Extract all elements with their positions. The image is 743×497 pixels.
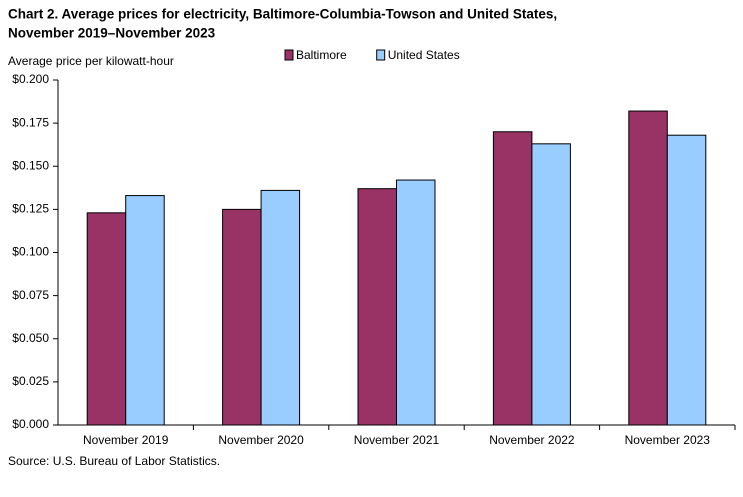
y-axis-label: Average price per kilowatt-hour bbox=[8, 54, 174, 68]
bar bbox=[357, 188, 397, 426]
legend-swatch bbox=[284, 49, 294, 61]
bar bbox=[222, 208, 262, 426]
x-tick-label: November 2020 bbox=[218, 433, 304, 447]
bar bbox=[531, 143, 571, 426]
legend-label: Baltimore bbox=[296, 48, 347, 62]
y-tick-label: $0.000 bbox=[12, 417, 49, 431]
bar bbox=[86, 212, 127, 426]
bar bbox=[492, 131, 533, 426]
legend-swatch bbox=[376, 49, 386, 61]
x-tick-label: November 2021 bbox=[354, 433, 440, 447]
y-tick-label: $0.050 bbox=[12, 331, 49, 345]
y-tick-label: $0.100 bbox=[12, 245, 49, 259]
chart-title: November 2019–November 2023 bbox=[8, 26, 216, 41]
legend-label: United States bbox=[388, 48, 460, 62]
y-tick-label: $0.175 bbox=[12, 115, 49, 129]
bar bbox=[125, 195, 165, 426]
y-tick-label: $0.200 bbox=[12, 72, 49, 86]
bar bbox=[666, 134, 707, 426]
bar bbox=[628, 110, 668, 426]
y-tick-label: $0.125 bbox=[12, 202, 49, 216]
chart-title: Chart 2. Average prices for electricity,… bbox=[8, 7, 557, 22]
y-tick-label: $0.075 bbox=[12, 288, 49, 302]
y-tick-label: $0.025 bbox=[12, 374, 49, 388]
y-tick-label: $0.150 bbox=[12, 158, 49, 172]
x-tick-label: November 2022 bbox=[489, 433, 575, 447]
bar bbox=[260, 189, 301, 426]
x-tick-label: November 2023 bbox=[625, 433, 711, 447]
x-tick-label: November 2019 bbox=[83, 433, 169, 447]
bar bbox=[396, 179, 436, 426]
source: Source: U.S. Bureau of Labor Statistics. bbox=[8, 454, 220, 468]
